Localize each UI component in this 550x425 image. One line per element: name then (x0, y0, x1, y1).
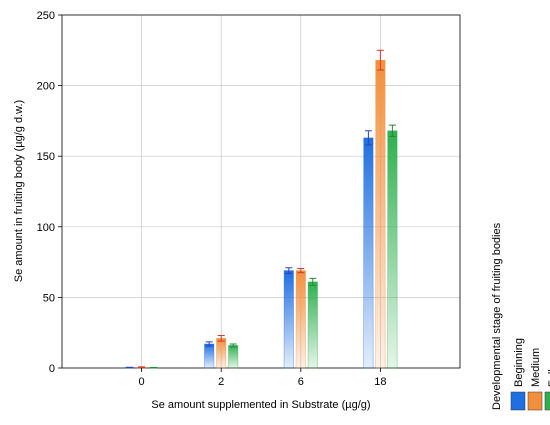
x-axis-ticks: 0 2 6 18 (139, 368, 387, 388)
error-bar-beginning-0 (126, 366, 134, 369)
legend-swatch-medium (527, 391, 543, 411)
legend-swatch-full (544, 391, 550, 411)
y-tick-label: 200 (37, 81, 55, 93)
legend-swatch-beginning (510, 391, 526, 411)
y-axis-ticks: 0 50 100 150 200 250 (37, 10, 62, 375)
error-bar-full-6 (309, 277, 317, 286)
y-tick-label: 0 (49, 363, 55, 375)
legend-title: Developmental stage of fruiting bodies (491, 222, 503, 410)
bar-medium-6 (295, 270, 306, 369)
bar-full-6 (307, 281, 318, 369)
plot-area-frame (61, 14, 461, 369)
gridlines (62, 15, 460, 368)
y-axis-label: Se amount in fruiting body (µg/g d.w.) (13, 100, 25, 282)
error-bar-beginning-2 (205, 341, 213, 347)
bar-beginning-6 (283, 270, 294, 369)
error-bar-full-0 (150, 366, 158, 369)
bar-full-2 (228, 345, 239, 369)
x-tick-label: 2 (218, 376, 224, 388)
legend-label-full: Full (547, 369, 550, 387)
legend-label-medium: Medium (530, 348, 542, 387)
error-bar-beginning-6 (285, 267, 293, 274)
y-tick-label: 100 (37, 222, 55, 234)
bar-medium-18 (375, 59, 386, 369)
legend: Developmental stage of fruiting bodies Be… (491, 222, 550, 411)
y-tick-label: 250 (37, 10, 55, 22)
bar-beginning-2 (204, 343, 215, 369)
bars-group (124, 59, 398, 369)
x-tick-label: 6 (298, 376, 304, 388)
legend-label-beginning: Beginning (513, 338, 525, 387)
y-tick-label: 150 (37, 151, 55, 163)
x-axis-label: Se amount supplemented in Substrate (µg/… (151, 399, 370, 411)
error-bar-beginning-18 (364, 130, 372, 146)
bar-beginning-18 (363, 137, 374, 369)
error-bar-medium-6 (297, 267, 305, 274)
error-bars-group (126, 49, 396, 369)
error-bar-medium-0 (138, 366, 146, 369)
error-bar-medium-18 (376, 49, 384, 71)
bar-medium-2 (216, 338, 227, 369)
error-bar-full-18 (388, 124, 396, 137)
bar-full-18 (387, 130, 398, 369)
error-bar-full-2 (229, 343, 237, 348)
y-tick-label: 50 (43, 292, 55, 304)
error-bar-medium-2 (217, 335, 225, 342)
x-tick-label: 0 (139, 376, 145, 388)
x-tick-label: 18 (374, 376, 386, 388)
